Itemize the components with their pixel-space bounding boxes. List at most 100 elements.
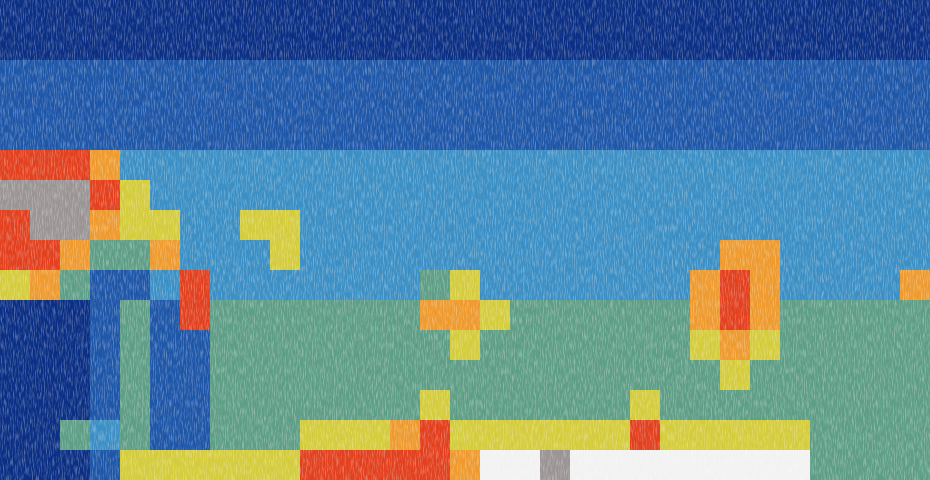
cell <box>210 270 241 301</box>
cell <box>30 330 61 361</box>
cell <box>270 360 301 391</box>
cell <box>30 60 61 91</box>
cell <box>0 360 31 391</box>
cell <box>450 300 481 331</box>
cell <box>660 90 691 121</box>
cell <box>210 390 241 421</box>
cell <box>210 60 241 91</box>
cell <box>750 210 781 241</box>
cell <box>360 360 391 391</box>
cell <box>840 120 871 151</box>
cell <box>30 0 61 31</box>
cell <box>270 210 301 241</box>
cell <box>210 330 241 361</box>
cell <box>690 60 721 91</box>
cell <box>840 450 871 480</box>
cell <box>870 210 901 241</box>
cell <box>180 450 211 480</box>
cell <box>390 360 421 391</box>
cell <box>330 450 361 480</box>
cell <box>270 270 301 301</box>
cell <box>420 180 451 211</box>
cell <box>210 30 241 61</box>
cell <box>240 30 271 61</box>
cell <box>600 90 631 121</box>
cell <box>30 180 61 211</box>
cell <box>330 240 361 271</box>
cell <box>90 180 121 211</box>
cell <box>480 270 511 301</box>
cell <box>90 30 121 61</box>
cell <box>540 270 571 301</box>
cell <box>120 210 151 241</box>
cell <box>480 150 511 181</box>
cell <box>630 330 661 361</box>
cell <box>630 180 661 211</box>
cell <box>570 60 601 91</box>
cell <box>540 150 571 181</box>
cell <box>570 240 601 271</box>
cell <box>240 120 271 151</box>
cell <box>840 360 871 391</box>
cell <box>300 120 331 151</box>
cell <box>660 180 691 211</box>
cell <box>720 330 751 361</box>
cell <box>540 210 571 241</box>
cell <box>390 30 421 61</box>
cell <box>240 300 271 331</box>
cell <box>90 90 121 121</box>
cell <box>330 60 361 91</box>
cell <box>510 330 541 361</box>
cell <box>480 390 511 421</box>
cell <box>630 240 661 271</box>
cell <box>420 270 451 301</box>
cell <box>900 390 930 421</box>
cell <box>900 300 930 331</box>
cell <box>120 240 151 271</box>
cell <box>750 450 781 480</box>
cell <box>240 330 271 361</box>
cell <box>180 0 211 31</box>
cell <box>390 300 421 331</box>
cell <box>30 210 61 241</box>
cell <box>210 120 241 151</box>
cell <box>510 120 541 151</box>
cell <box>570 390 601 421</box>
cell <box>840 30 871 61</box>
cell <box>150 270 181 301</box>
cell <box>900 180 930 211</box>
cell <box>240 0 271 31</box>
cell <box>900 120 930 151</box>
cell <box>480 0 511 31</box>
cell <box>540 120 571 151</box>
cell <box>420 210 451 241</box>
cell <box>60 60 91 91</box>
cell <box>60 90 91 121</box>
cell <box>90 390 121 421</box>
cell <box>600 180 631 211</box>
cell <box>720 450 751 480</box>
cell <box>840 240 871 271</box>
cell <box>420 300 451 331</box>
cell <box>210 0 241 31</box>
cell <box>480 210 511 241</box>
cell <box>780 90 811 121</box>
cell <box>510 240 541 271</box>
cell <box>750 330 781 361</box>
cell <box>810 360 841 391</box>
cell <box>360 420 391 451</box>
cell <box>540 420 571 451</box>
cell <box>30 120 61 151</box>
cell <box>450 450 481 480</box>
cell <box>900 270 930 301</box>
cell <box>540 180 571 211</box>
cell <box>660 0 691 31</box>
cell <box>30 300 61 331</box>
cell <box>570 360 601 391</box>
cell <box>180 120 211 151</box>
cell <box>630 0 661 31</box>
cell <box>180 300 211 331</box>
cell <box>510 270 541 301</box>
cell <box>60 270 91 301</box>
cell <box>60 150 91 181</box>
